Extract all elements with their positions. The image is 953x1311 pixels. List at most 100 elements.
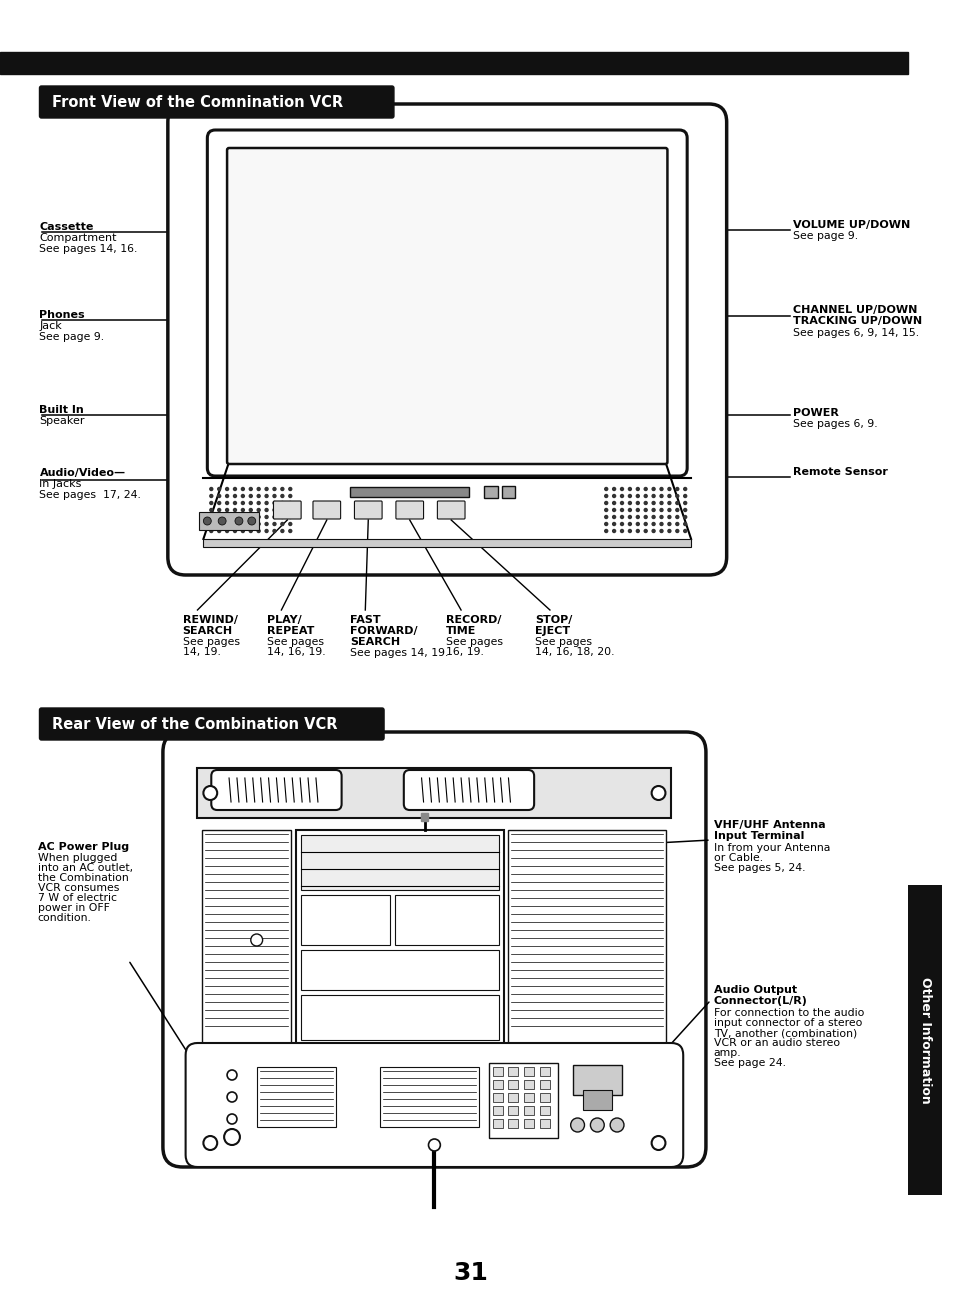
Bar [202, 830, 291, 1050]
Circle shape [241, 502, 244, 505]
Bar [572, 1065, 621, 1095]
Text: or Cable.: or Cable. [713, 853, 762, 863]
Text: input connector of a stereo: input connector of a stereo [713, 1019, 862, 1028]
Circle shape [612, 523, 615, 526]
Circle shape [289, 515, 292, 518]
Text: REWIND/: REWIND/ [182, 615, 237, 625]
Circle shape [265, 530, 268, 532]
Text: See page 24.: See page 24. [713, 1058, 785, 1068]
Circle shape [265, 494, 268, 497]
Circle shape [604, 502, 607, 505]
FancyBboxPatch shape [227, 148, 667, 464]
Circle shape [273, 523, 275, 526]
Circle shape [257, 509, 260, 511]
Circle shape [628, 494, 631, 497]
Bar [508, 1106, 517, 1114]
Circle shape [675, 502, 679, 505]
Circle shape [643, 502, 646, 505]
Circle shape [280, 488, 284, 490]
Circle shape [636, 523, 639, 526]
Bar [492, 1120, 502, 1127]
Circle shape [273, 509, 275, 511]
Circle shape [636, 488, 639, 490]
Circle shape [604, 494, 607, 497]
FancyBboxPatch shape [211, 770, 341, 810]
Text: FAST: FAST [350, 615, 380, 625]
Circle shape [628, 488, 631, 490]
Circle shape [241, 530, 244, 532]
Bar [295, 830, 503, 1050]
Text: See page 9.: See page 9. [792, 231, 857, 241]
Circle shape [643, 515, 646, 518]
Text: 31: 31 [453, 1261, 488, 1285]
FancyBboxPatch shape [395, 501, 423, 519]
Circle shape [225, 509, 229, 511]
Text: POWER: POWER [792, 408, 838, 418]
Circle shape [257, 488, 260, 490]
Bar [539, 1106, 549, 1114]
Circle shape [289, 530, 292, 532]
Circle shape [233, 530, 236, 532]
Bar [539, 1067, 549, 1076]
Circle shape [667, 502, 670, 505]
Circle shape [241, 494, 244, 497]
Text: See pages 5, 24.: See pages 5, 24. [713, 863, 804, 873]
Bar [524, 1080, 534, 1089]
FancyBboxPatch shape [313, 501, 340, 519]
Bar [508, 830, 666, 1050]
Circle shape [667, 523, 670, 526]
Circle shape [428, 1139, 440, 1151]
Text: AC Power Plug: AC Power Plug [37, 842, 129, 852]
Circle shape [643, 488, 646, 490]
Circle shape [675, 523, 679, 526]
Bar [501, 486, 515, 498]
Circle shape [619, 488, 623, 490]
Circle shape [273, 515, 275, 518]
Circle shape [241, 523, 244, 526]
Circle shape [249, 502, 252, 505]
Circle shape [619, 523, 623, 526]
Circle shape [227, 1070, 236, 1080]
Circle shape [249, 509, 252, 511]
Text: See pages: See pages [535, 637, 592, 648]
Circle shape [652, 488, 655, 490]
Bar [301, 895, 390, 945]
Circle shape [233, 494, 236, 497]
Circle shape [683, 502, 686, 505]
Circle shape [636, 509, 639, 511]
Text: Speaker: Speaker [39, 416, 85, 426]
Circle shape [217, 509, 220, 511]
Circle shape [628, 509, 631, 511]
Circle shape [280, 530, 284, 532]
Text: Input Terminal: Input Terminal [713, 831, 803, 840]
Circle shape [612, 488, 615, 490]
Text: VCR consumes: VCR consumes [37, 884, 119, 893]
Circle shape [224, 1129, 239, 1145]
Circle shape [619, 494, 623, 497]
Text: Remote Sensor: Remote Sensor [792, 467, 886, 477]
Circle shape [570, 1118, 584, 1131]
FancyBboxPatch shape [168, 104, 726, 576]
Bar [199, 513, 258, 530]
Circle shape [619, 509, 623, 511]
Text: 14, 19.: 14, 19. [182, 648, 220, 657]
Circle shape [241, 509, 244, 511]
FancyBboxPatch shape [163, 732, 705, 1167]
Bar [524, 1093, 534, 1103]
Circle shape [652, 509, 655, 511]
Text: 14, 16, 19.: 14, 16, 19. [266, 648, 325, 657]
FancyBboxPatch shape [186, 1044, 682, 1167]
Text: power in OFF: power in OFF [37, 903, 110, 912]
Text: Audio Output: Audio Output [713, 985, 796, 995]
Text: See pages: See pages [446, 637, 503, 648]
Circle shape [667, 488, 670, 490]
Bar [301, 995, 498, 1040]
Circle shape [636, 530, 639, 532]
Circle shape [289, 523, 292, 526]
Circle shape [659, 488, 662, 490]
Text: FORWARD/: FORWARD/ [350, 625, 417, 636]
Text: 7 W of electric: 7 W of electric [37, 893, 116, 903]
Bar [203, 539, 690, 547]
Circle shape [683, 515, 686, 518]
Bar [907, 885, 941, 1196]
